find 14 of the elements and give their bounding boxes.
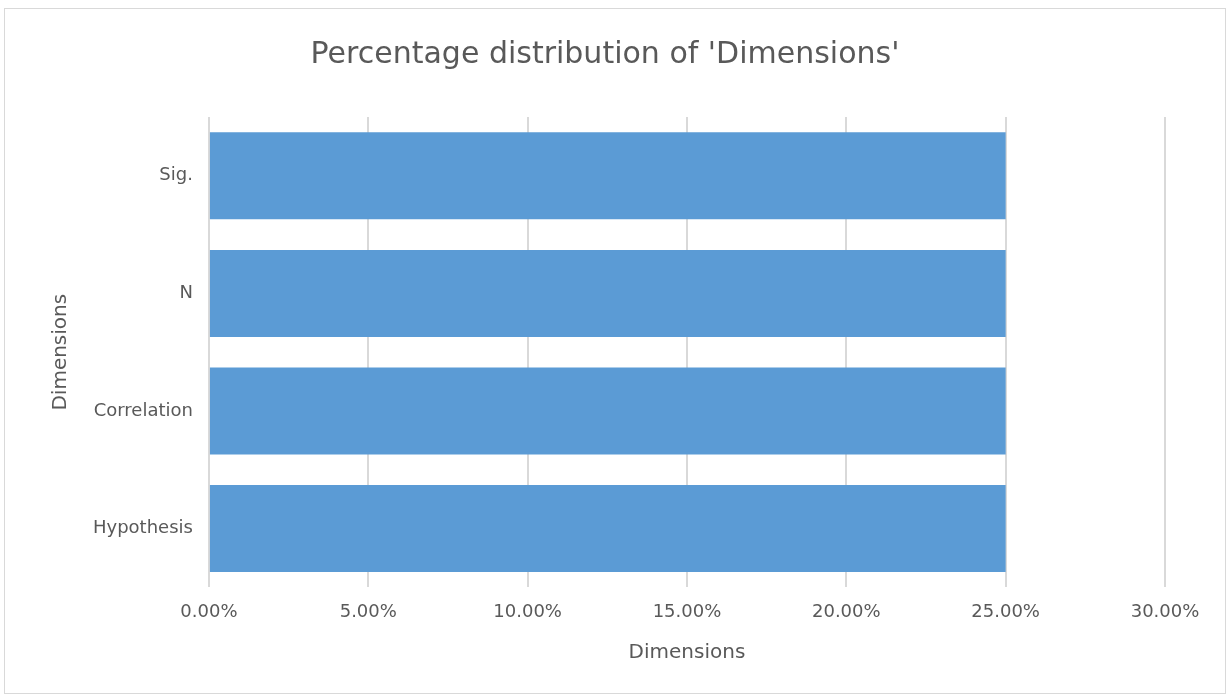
x-tick-label: 20.00% <box>811 599 881 621</box>
x-axis-title: Dimensions <box>628 639 746 664</box>
x-tick-label: 30.00% <box>1130 599 1200 621</box>
x-tick-label: 5.00% <box>339 599 397 621</box>
y-tick-label: Correlation <box>93 398 193 420</box>
x-tick-label: 25.00% <box>971 599 1040 621</box>
chart-title: Percentage distribution of 'Dimensions' <box>310 34 900 70</box>
x-tick-label: 10.00% <box>493 599 562 621</box>
y-tick-label: N <box>179 281 193 303</box>
x-tick-label: 15.00% <box>652 599 722 621</box>
y-tick-label: Hypothesis <box>92 516 193 538</box>
y-tick-label: Sig. <box>159 163 193 185</box>
x-tick-label: 0.00% <box>180 599 238 621</box>
y-axis-title: Dimensions <box>47 293 72 411</box>
